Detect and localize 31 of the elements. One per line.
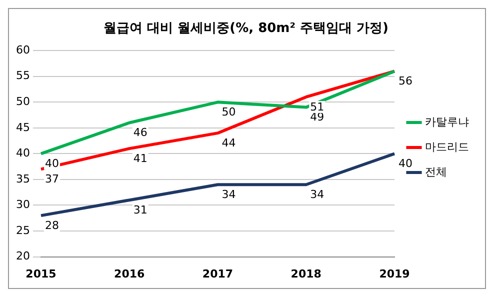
y-tick-label: 55 bbox=[16, 69, 30, 82]
y-tick-label: 50 bbox=[16, 95, 30, 108]
chart-title: 월급여 대비 월세비중(%, 80m² 주택임대 가정) bbox=[104, 21, 388, 36]
data-label: 56 bbox=[398, 74, 412, 88]
y-tick-label: 30 bbox=[16, 198, 30, 212]
y-tick-label: 40 bbox=[16, 146, 30, 160]
x-tick-label: 2017 bbox=[202, 267, 234, 280]
x-tick-label: 2016 bbox=[114, 267, 146, 280]
data-label: 34 bbox=[222, 188, 236, 201]
data-label: 41 bbox=[133, 152, 148, 165]
data-label: 44 bbox=[222, 136, 236, 150]
data-label: 31 bbox=[133, 203, 148, 216]
y-tick-label: 20 bbox=[16, 250, 30, 263]
data-label: 40 bbox=[44, 157, 59, 170]
x-tick-label: 2019 bbox=[379, 267, 410, 280]
data-label: 50 bbox=[222, 106, 236, 119]
data-label: 37 bbox=[44, 172, 59, 186]
y-tick-label: 35 bbox=[16, 172, 30, 186]
data-label: 40 bbox=[398, 157, 412, 170]
legend-label: 전체 bbox=[425, 165, 447, 178]
x-tick-label: 2018 bbox=[290, 267, 322, 280]
data-label: 46 bbox=[133, 126, 148, 140]
data-label: 28 bbox=[44, 218, 59, 232]
y-tick-label: 60 bbox=[16, 43, 30, 56]
legend-label: 카탈루냐 bbox=[425, 115, 469, 128]
x-tick-label: 2015 bbox=[26, 267, 56, 280]
data-label: 51 bbox=[310, 100, 324, 114]
y-tick-label: 45 bbox=[16, 120, 30, 134]
data-label: 34 bbox=[310, 188, 324, 201]
y-tick-label: 25 bbox=[16, 224, 30, 237]
legend-label: 마드리드 bbox=[425, 140, 469, 154]
